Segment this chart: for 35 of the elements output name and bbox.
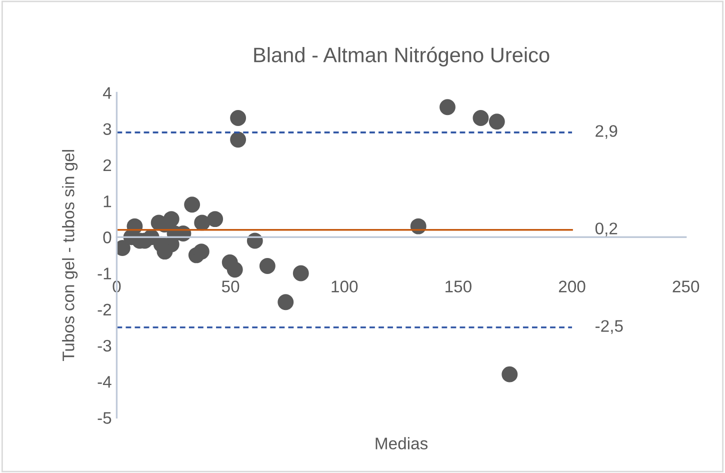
point [259, 258, 276, 274]
y-tick-label: 4 [102, 87, 112, 99]
y-tick-label: -4 [98, 376, 112, 388]
y-tick-label: 1 [104, 196, 112, 208]
point [194, 214, 210, 231]
chart-title: Bland - Altman Nitrógeno Ureico [254, 46, 550, 66]
x-tick-label: 50 [222, 280, 240, 292]
x-tick-label: 200 [558, 280, 586, 292]
x-tick-label: 250 [672, 280, 700, 292]
y-axis-title: Tubos con gel - tubos sin gel [62, 150, 78, 362]
point [278, 294, 294, 310]
y-tick-label: 3 [103, 123, 112, 136]
point [502, 366, 518, 382]
point [207, 211, 224, 228]
x-tick-label: 100 [332, 280, 358, 292]
point [488, 114, 505, 130]
point [472, 110, 489, 126]
point [184, 196, 200, 213]
x-tick-label: 150 [446, 280, 472, 292]
y-tick-label: -2 [98, 304, 112, 316]
ref-line-label: -2,5 [596, 320, 623, 334]
y-tick-label: 0 [103, 232, 112, 244]
y-tick-label: 2 [103, 159, 112, 171]
point [440, 99, 456, 116]
point [230, 132, 246, 148]
ref-line-label: 0,2 [595, 222, 618, 236]
y-tick-label: -1 [98, 268, 112, 280]
y-tick-label: -5 [98, 412, 112, 424]
point [292, 265, 309, 282]
y-tick-label: -3 [98, 340, 112, 352]
point [193, 244, 210, 260]
ref-line-label: 2,9 [596, 125, 618, 139]
point [226, 262, 243, 278]
x-axis-title: Medias [376, 437, 428, 450]
point [230, 110, 246, 126]
